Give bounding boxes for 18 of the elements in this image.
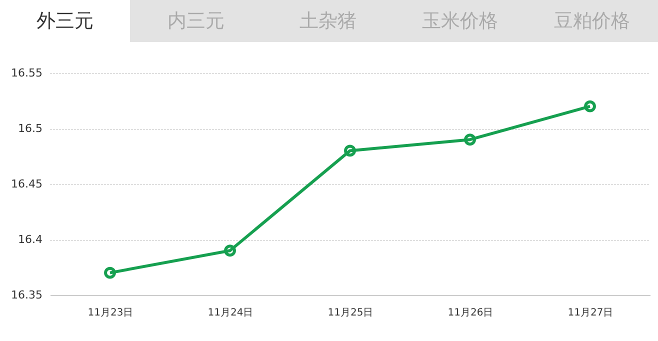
y-tick-label: 16.55 [11, 66, 42, 80]
x-tick-label: 11月23日 [88, 308, 134, 318]
point [344, 144, 356, 157]
point [464, 134, 476, 146]
y-tick-label: 16.4 [18, 233, 42, 246]
x-tick-label: 11月24日 [208, 308, 254, 318]
y-tick-label: 16.35 [11, 288, 42, 302]
text: 玉米价格 [394, 0, 526, 42]
point [224, 244, 236, 257]
text: 土杂猪 [262, 0, 394, 42]
text: 内三元 [130, 0, 262, 42]
y-tick-label: 16.45 [11, 178, 42, 190]
y-tick-label: 16.5 [18, 122, 42, 135]
x-tick-label: 11月25日 [328, 308, 374, 318]
x-tick-label: 11月27日 [568, 308, 614, 318]
text: 豆粕价格 [526, 0, 658, 42]
text: 外三元 [36, 9, 94, 34]
x-tick-label: 11月26日 [448, 308, 494, 318]
